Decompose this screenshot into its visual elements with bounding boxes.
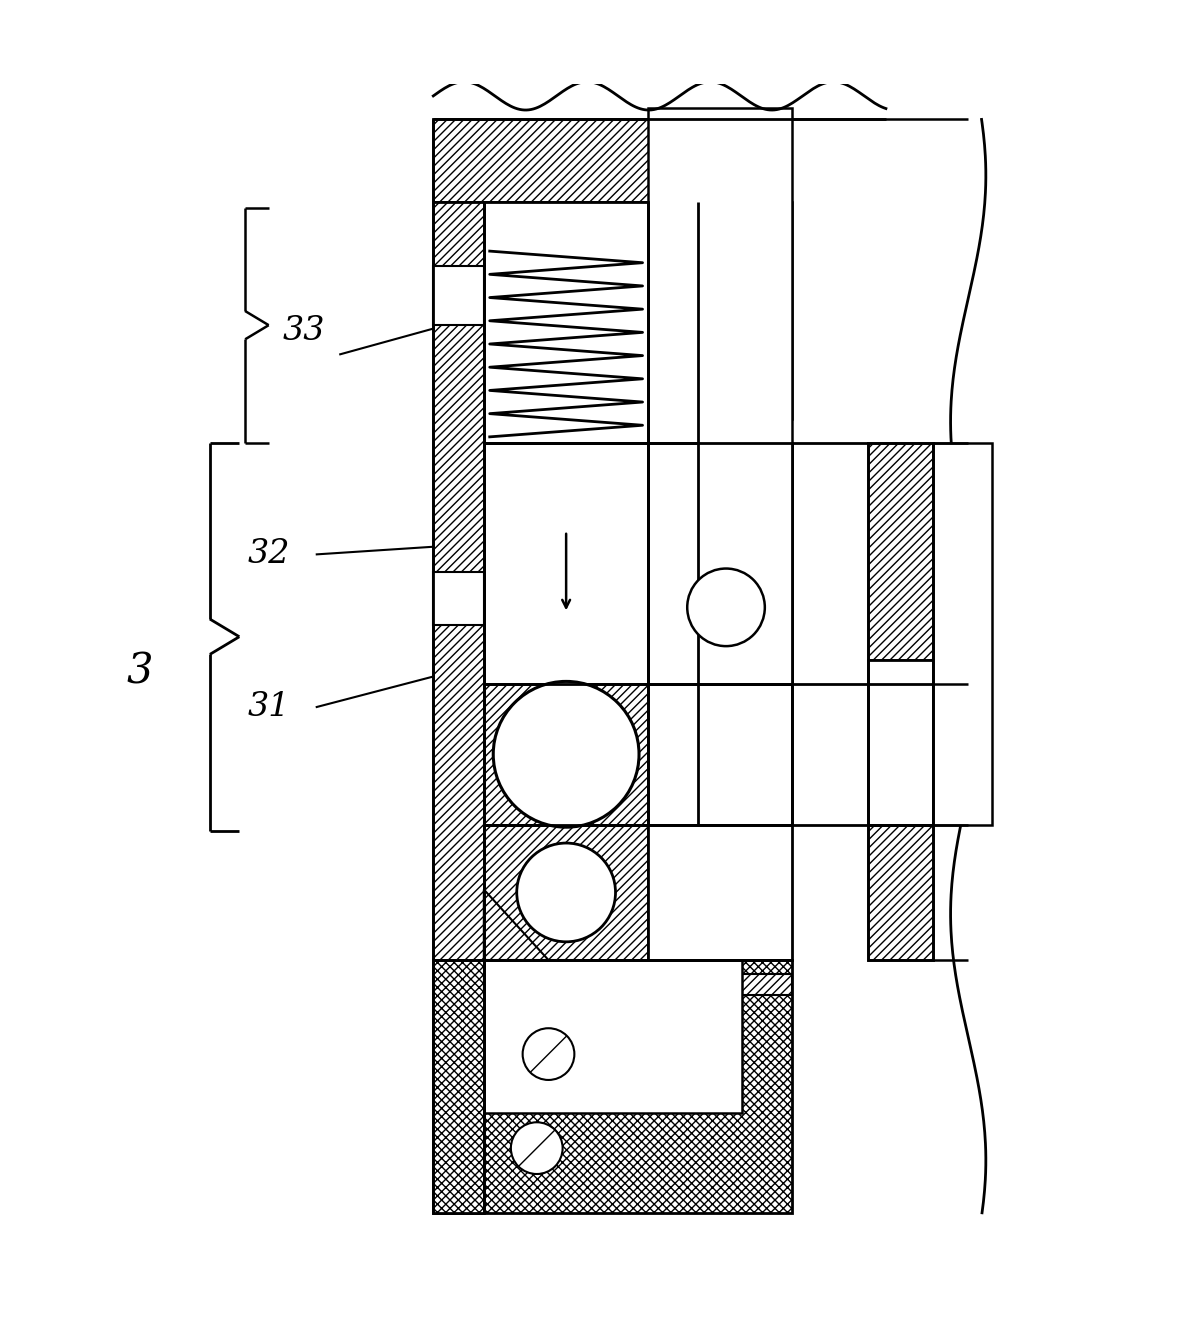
Circle shape [494,681,639,827]
Bar [649,442,792,566]
Bar [433,202,484,1212]
Bar [868,442,933,660]
Bar [484,202,649,442]
Bar [433,120,697,202]
Bar [484,960,578,996]
Bar [649,684,792,825]
Bar [868,825,933,960]
Text: 3: 3 [127,650,153,694]
Bar [649,442,792,684]
Bar [484,960,742,1113]
Bar [697,202,792,419]
Bar [649,825,792,960]
Circle shape [687,569,765,646]
Bar [433,573,484,625]
Bar [868,442,933,825]
Bar [649,108,792,684]
Bar [868,825,933,960]
Text: 33: 33 [283,314,326,347]
Bar [484,974,792,996]
Bar [933,442,992,825]
Bar [649,202,697,442]
Bar [868,660,933,825]
Text: 31: 31 [247,691,290,723]
Bar [484,442,649,684]
Bar [484,202,649,246]
Text: 32: 32 [247,539,290,570]
Polygon shape [484,890,548,960]
Circle shape [522,1028,574,1081]
Bar [484,684,649,825]
Bar [433,266,484,325]
Circle shape [510,1122,562,1175]
Bar [484,825,649,960]
Circle shape [516,843,616,942]
Bar [433,960,792,1212]
